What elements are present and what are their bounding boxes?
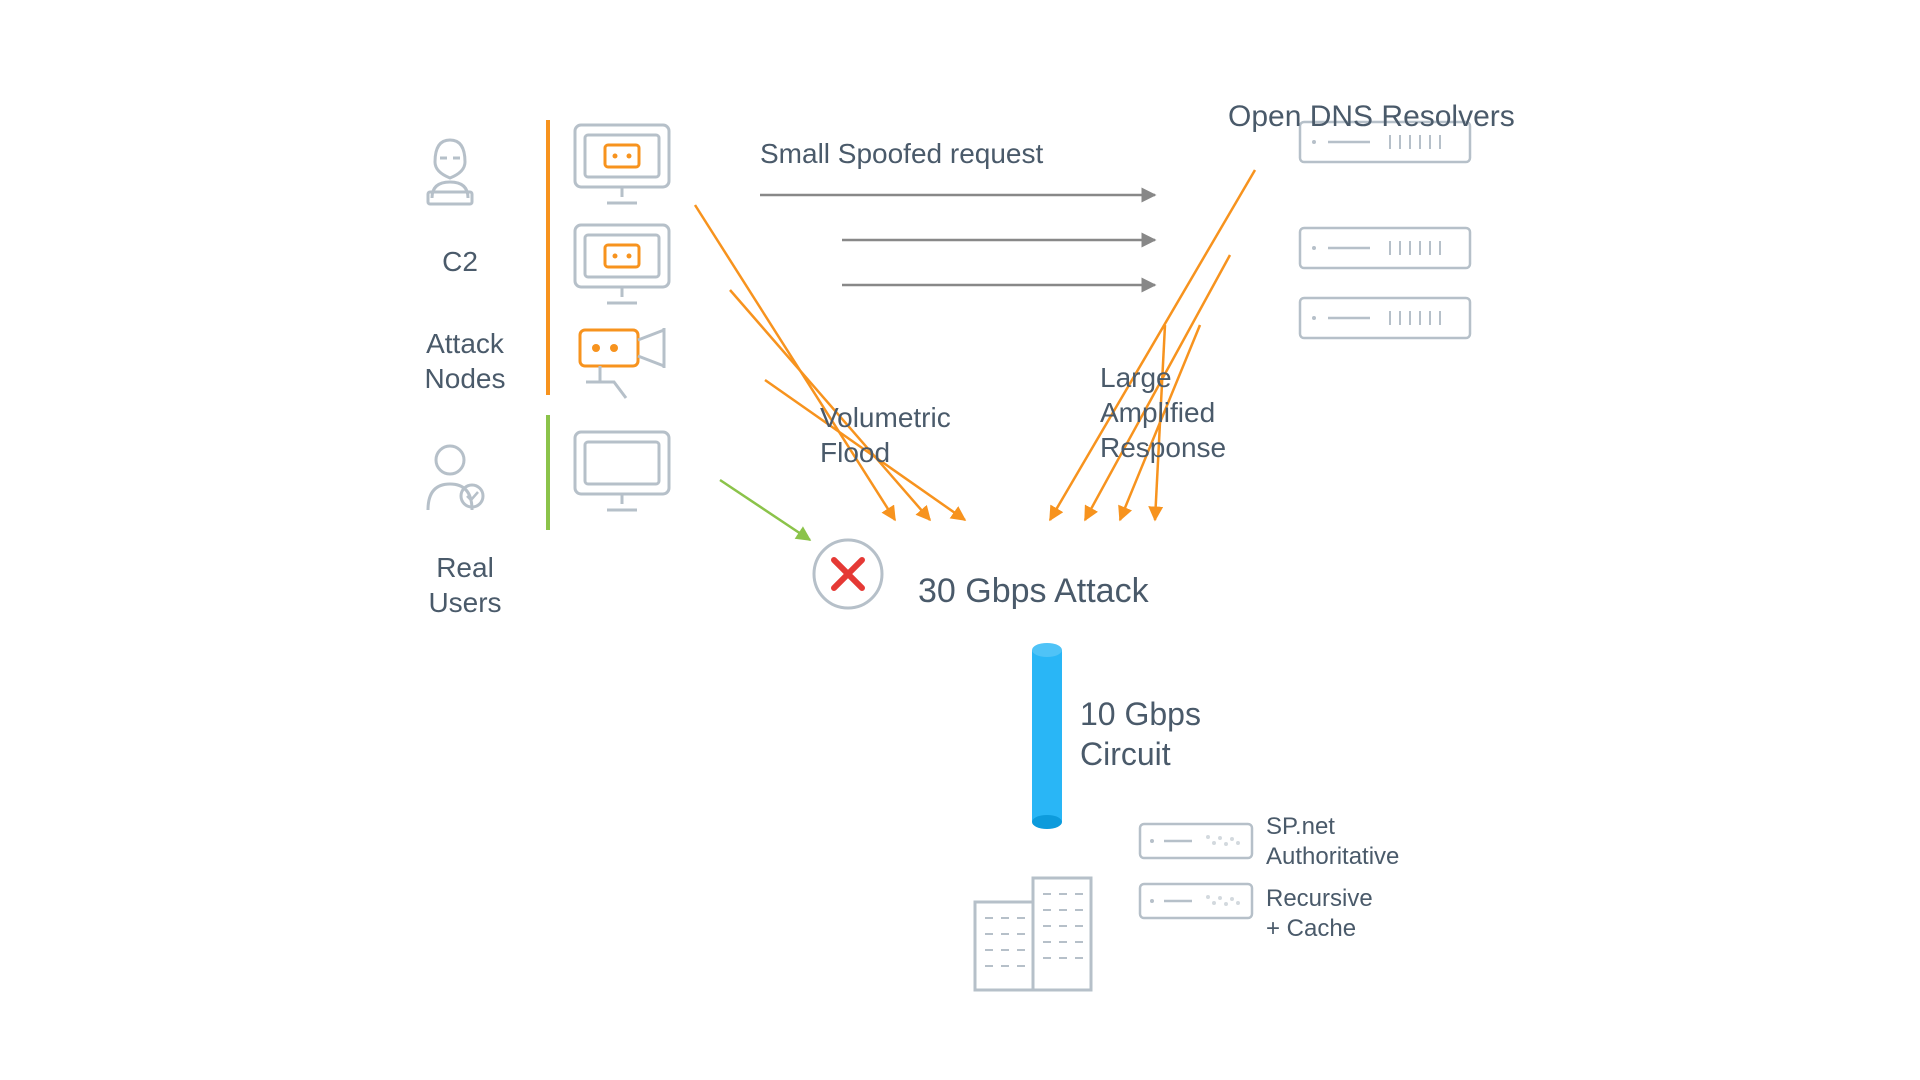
server-top-label: SP.net Authoritative [1266, 812, 1399, 872]
amplified-response-arrows [1050, 170, 1255, 520]
c2-icon [428, 140, 472, 204]
amplified-response-label: Large Amplified Response [1100, 360, 1226, 465]
attack-nodes-label: Attack Nodes [400, 326, 530, 396]
building-icon [975, 878, 1091, 990]
server-bottom-label: Recursive + Cache [1266, 884, 1373, 944]
real-user-icon [428, 446, 483, 510]
target-server-1-icon [1140, 824, 1252, 858]
attack-rate-label: 30 Gbps Attack [918, 570, 1149, 613]
target-server-2-icon [1140, 884, 1252, 918]
volumetric-flood-arrows [695, 205, 965, 520]
spoofed-request-label: Small Spoofed request [760, 136, 1043, 171]
real-user-arrow [720, 480, 810, 540]
dns-title-label: Open DNS Resolvers [1228, 98, 1515, 136]
volumetric-flood-label: Volumetric Flood [820, 400, 951, 470]
camera-bot-icon [580, 328, 664, 398]
blocked-x-icon [814, 540, 882, 608]
c2-label: C2 [420, 244, 500, 279]
dns-resolver-3-icon [1300, 298, 1470, 338]
diagram-canvas: { "labels": { "c2": "C2", "attack_nodes"… [0, 0, 1920, 1080]
user-monitor-icon [575, 432, 669, 510]
bot-monitor-1-icon [575, 125, 669, 203]
dns-resolver-2-icon [1300, 228, 1470, 268]
spoofed-request-arrows [760, 195, 1155, 285]
bot-monitor-2-icon [575, 225, 669, 303]
circuit-label: 10 Gbps Circuit [1080, 694, 1201, 774]
circuit-pipe-icon [1032, 643, 1062, 829]
real-users-label: Real Users [400, 550, 530, 620]
